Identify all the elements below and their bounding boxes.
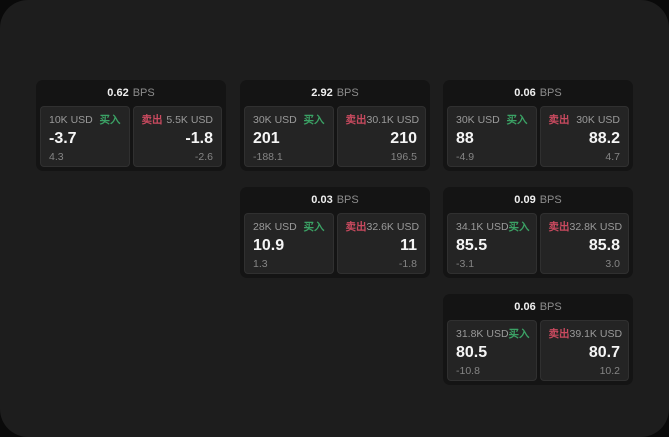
- bps-value: 0.03: [311, 194, 333, 206]
- buy-amount: 31.8K USD: [456, 327, 509, 340]
- buy-price: 88: [456, 130, 474, 148]
- sell-price: 11: [400, 237, 417, 255]
- sell-amount: 30K USD: [576, 113, 620, 126]
- sell-amount: 32.8K USD: [569, 220, 623, 233]
- sell-pane[interactable]: 卖出 5.5K USD -1.8 -2.6: [132, 106, 222, 167]
- sell-pane[interactable]: 卖出 32.8K USD 85.8 3.0: [539, 213, 629, 274]
- bps-unit-label: BPS: [336, 87, 359, 99]
- buy-delta: 1.3: [253, 257, 268, 270]
- bps-unit-label: BPS: [539, 87, 562, 99]
- sell-delta: 196.5: [390, 150, 417, 163]
- buy-delta: -4.9: [456, 150, 475, 163]
- buy-label: 买入: [303, 221, 325, 233]
- buy-price: -3.7: [49, 130, 77, 148]
- bps-value: 0.09: [514, 194, 536, 206]
- card-header: 0.09 BPS: [443, 187, 633, 213]
- sell-price: 88.2: [588, 130, 620, 148]
- sell-label: 卖出: [345, 221, 367, 233]
- buy-pane[interactable]: 30K USD 买入 201 -188.1: [244, 106, 334, 167]
- sell-delta: 4.7: [605, 150, 620, 163]
- card-body: 30K USD 买入 201 -188.1 卖出 30.1K USD 210 1…: [240, 106, 430, 171]
- buy-pane[interactable]: 28K USD 买入 10.9 1.3: [244, 213, 334, 274]
- sell-price: 80.7: [588, 344, 620, 362]
- card-body: 31.8K USD 买入 80.5 -10.8 卖出 39.1K USD 80.…: [443, 320, 633, 385]
- bps-unit-label: BPS: [539, 301, 562, 313]
- card-body: 10K USD 买入 -3.7 4.3 卖出 5.5K USD -1.8 -2.…: [36, 106, 226, 171]
- quote-card[interactable]: 2.92 BPS 30K USD 买入 201 -188.1 卖出 30.1K …: [240, 80, 430, 171]
- quote-card[interactable]: 0.62 BPS 10K USD 买入 -3.7 4.3 卖出 5.5K USD…: [36, 80, 226, 171]
- bps-unit-label: BPS: [336, 194, 359, 206]
- sell-delta: -2.6: [194, 150, 213, 163]
- buy-delta: -188.1: [253, 150, 283, 163]
- sell-label: 卖出: [548, 114, 570, 126]
- buy-amount: 10K USD: [49, 113, 93, 126]
- quote-card[interactable]: 0.09 BPS 34.1K USD 买入 85.5 -3.1 卖出 32.8K…: [443, 187, 633, 278]
- buy-price: 85.5: [456, 237, 488, 255]
- buy-amount: 30K USD: [253, 113, 297, 126]
- buy-amount: 34.1K USD: [456, 220, 509, 233]
- sell-price: -1.8: [185, 130, 213, 148]
- buy-label: 买入: [508, 328, 530, 340]
- card-body: 30K USD 买入 88 -4.9 卖出 30K USD 88.2 4.7: [443, 106, 633, 171]
- buy-price: 80.5: [456, 344, 488, 362]
- buy-label: 买入: [506, 114, 528, 126]
- buy-pane[interactable]: 30K USD 买入 88 -4.9: [447, 106, 537, 167]
- bps-value: 0.06: [514, 87, 536, 99]
- buy-pane[interactable]: 34.1K USD 买入 85.5 -3.1: [447, 213, 537, 274]
- sell-label: 卖出: [548, 221, 570, 233]
- card-body: 28K USD 买入 10.9 1.3 卖出 32.6K USD 11 -1.8: [240, 213, 430, 278]
- sell-delta: 3.0: [605, 257, 620, 270]
- sell-delta: 10.2: [599, 364, 620, 377]
- quote-card[interactable]: 0.03 BPS 28K USD 买入 10.9 1.3 卖出 32.6K US…: [240, 187, 430, 278]
- buy-label: 买入: [508, 221, 530, 233]
- sell-price: 210: [390, 130, 417, 148]
- buy-amount: 30K USD: [456, 113, 500, 126]
- sell-delta: -1.8: [398, 257, 417, 270]
- buy-price: 10.9: [253, 237, 285, 255]
- buy-delta: -10.8: [456, 364, 480, 377]
- buy-amount: 28K USD: [253, 220, 297, 233]
- buy-label: 买入: [99, 114, 121, 126]
- bps-value: 0.62: [107, 87, 129, 99]
- buy-pane[interactable]: 31.8K USD 买入 80.5 -10.8: [447, 320, 537, 381]
- sell-amount: 39.1K USD: [569, 327, 623, 340]
- bps-value: 2.92: [311, 87, 333, 99]
- sell-amount: 30.1K USD: [366, 113, 420, 126]
- sell-pane[interactable]: 卖出 30K USD 88.2 4.7: [539, 106, 629, 167]
- bps-unit-label: BPS: [539, 194, 562, 206]
- quote-card[interactable]: 0.06 BPS 31.8K USD 买入 80.5 -10.8 卖出 39.1…: [443, 294, 633, 385]
- card-header: 2.92 BPS: [240, 80, 430, 106]
- card-header: 0.62 BPS: [36, 80, 226, 106]
- card-header: 0.06 BPS: [443, 294, 633, 320]
- buy-pane[interactable]: 10K USD 买入 -3.7 4.3: [40, 106, 130, 167]
- sell-label: 卖出: [548, 328, 570, 340]
- card-header: 0.03 BPS: [240, 187, 430, 213]
- buy-price: 201: [253, 130, 280, 148]
- sell-pane[interactable]: 卖出 39.1K USD 80.7 10.2: [539, 320, 629, 381]
- sell-pane[interactable]: 卖出 32.6K USD 11 -1.8: [336, 213, 426, 274]
- bps-value: 0.06: [514, 301, 536, 313]
- sell-price: 85.8: [588, 237, 620, 255]
- card-header: 0.06 BPS: [443, 80, 633, 106]
- card-body: 34.1K USD 买入 85.5 -3.1 卖出 32.8K USD 85.8…: [443, 213, 633, 278]
- buy-delta: -3.1: [456, 257, 475, 270]
- buy-delta: 4.3: [49, 150, 64, 163]
- buy-label: 买入: [303, 114, 325, 126]
- sell-amount: 32.6K USD: [366, 220, 420, 233]
- sell-pane[interactable]: 卖出 30.1K USD 210 196.5: [336, 106, 426, 167]
- sell-amount: 5.5K USD: [166, 113, 213, 126]
- sell-label: 卖出: [141, 114, 163, 126]
- bps-unit-label: BPS: [132, 87, 155, 99]
- sell-label: 卖出: [345, 114, 367, 126]
- quote-card[interactable]: 0.06 BPS 30K USD 买入 88 -4.9 卖出 30K USD 8…: [443, 80, 633, 171]
